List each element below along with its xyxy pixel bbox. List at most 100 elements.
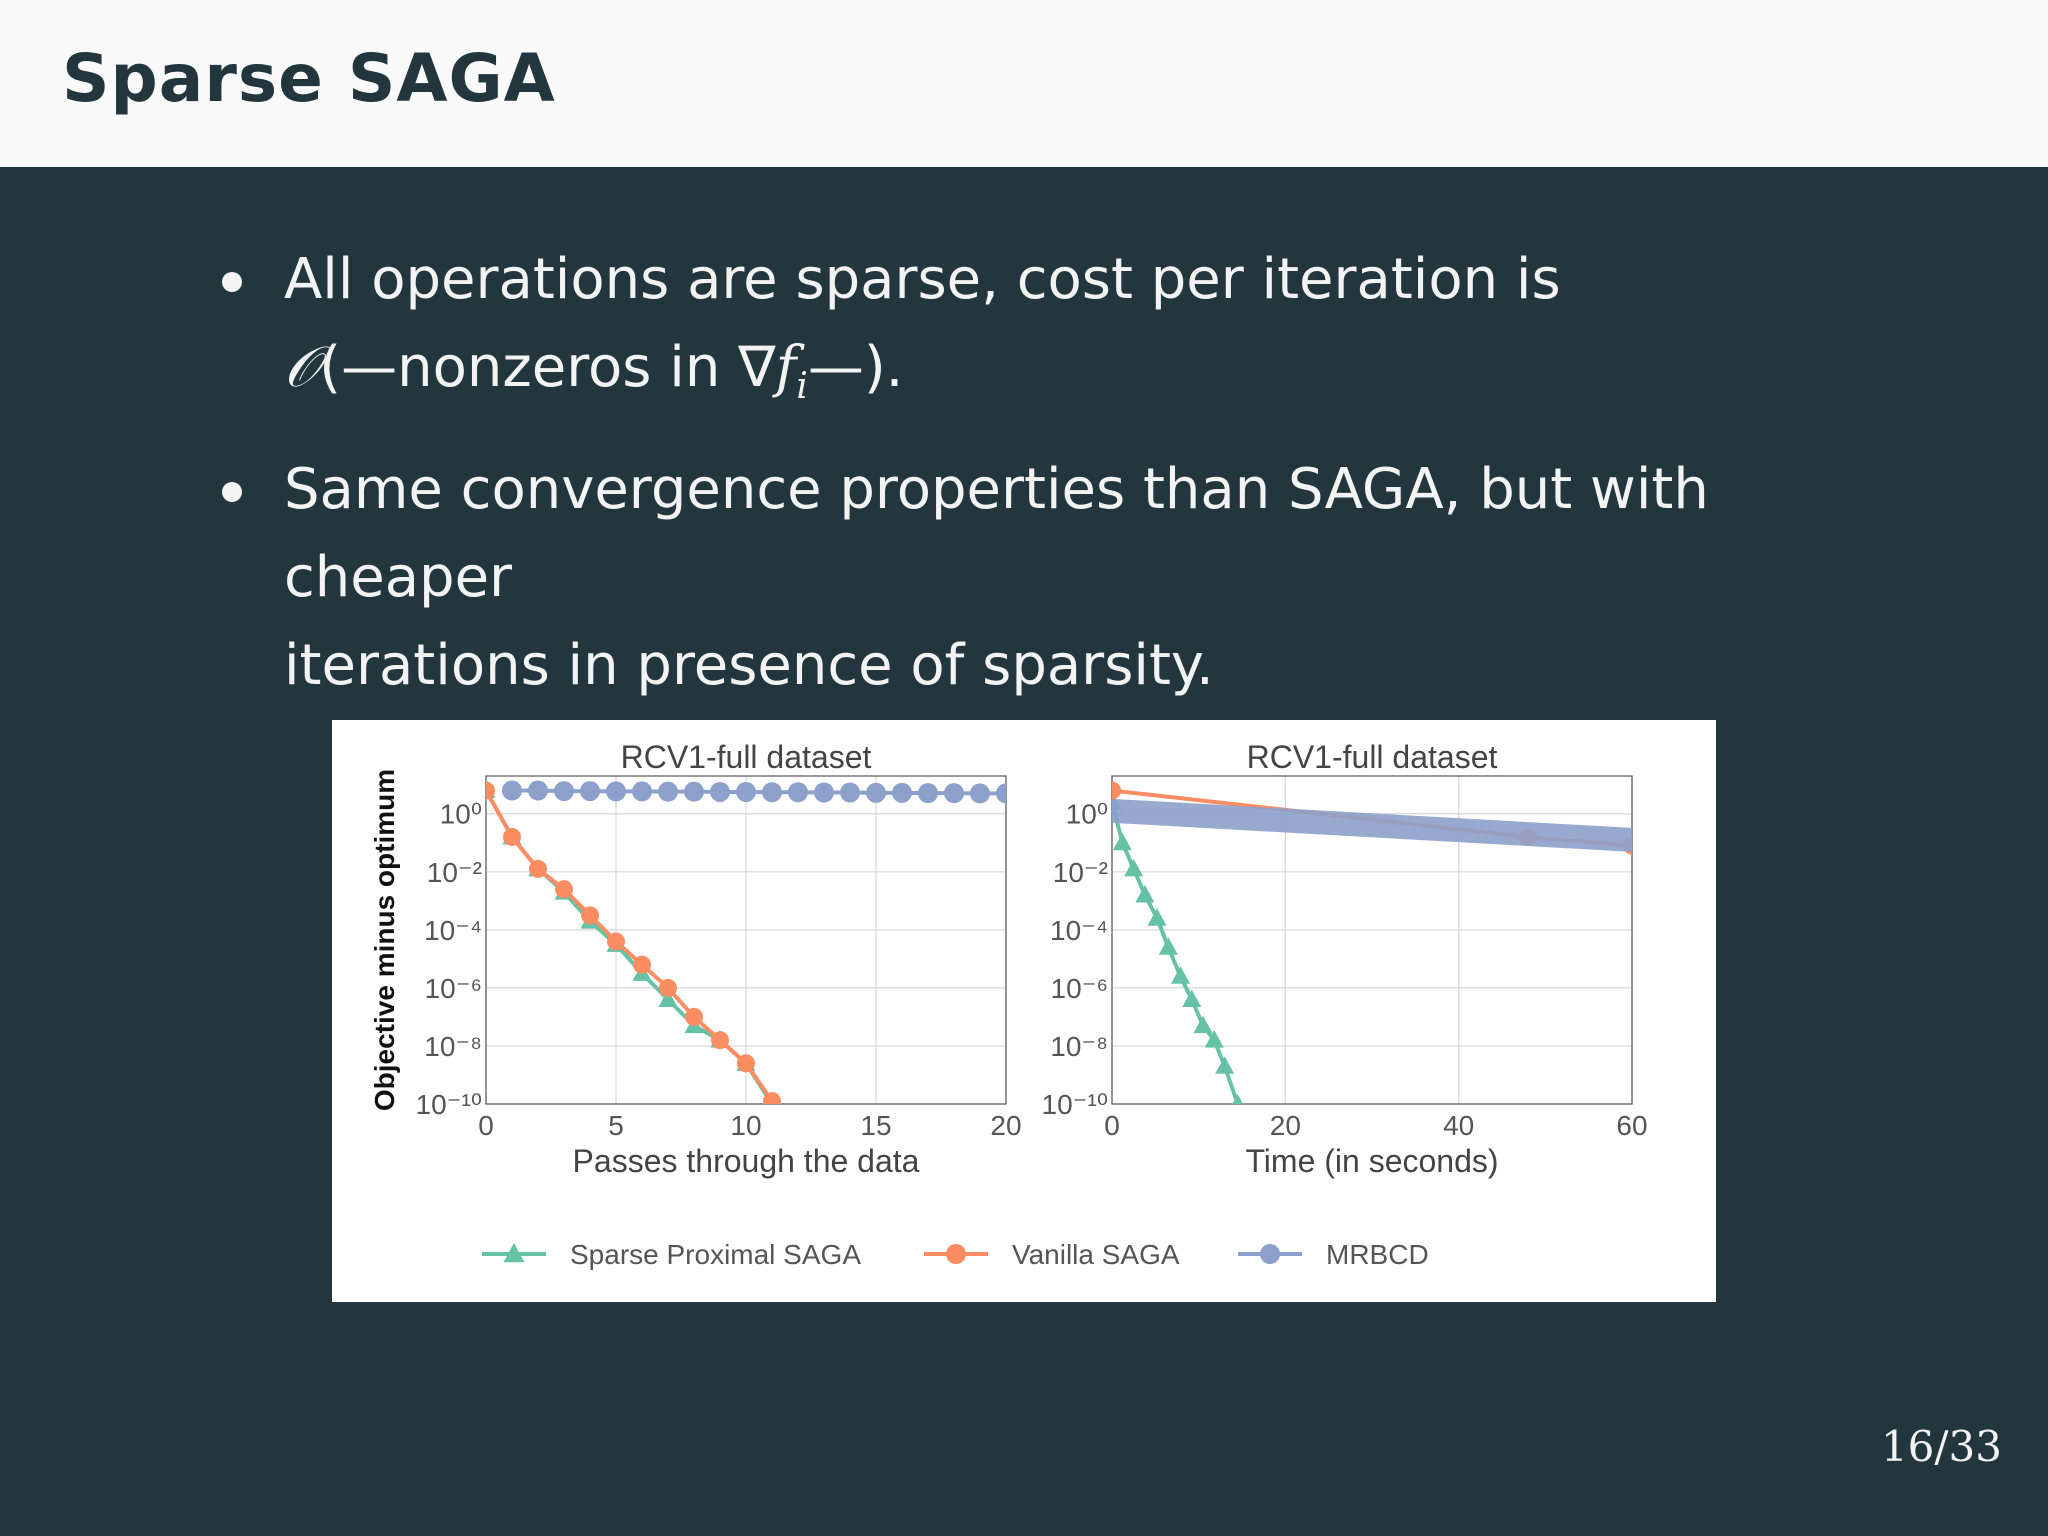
figure-panel: 0 5 10 15 20 10⁰ 10⁻² 10⁻⁴ 10⁻⁶ 10⁻⁸ 10⁻¹⁰ RCV1-ful… <box>332 720 1716 1302</box>
series-vanilla-saga-point <box>685 1007 703 1026</box>
legend: Sparse Proximal SAGA Vanilla SAGA MRBCD <box>482 1239 1429 1270</box>
convergence-figure: 0 5 10 15 20 10⁰ 10⁻² 10⁻⁴ 10⁻⁶ 10⁻⁸ 10⁻¹⁰ RCV1-ful… <box>369 739 1648 1270</box>
series-sparse-proximal-saga-point <box>1124 858 1144 877</box>
series-mrbcd-band <box>1112 798 1632 852</box>
y-tick-label: 10⁻⁶ <box>1051 973 1108 1004</box>
slide-header: Sparse SAGA <box>0 0 2048 167</box>
series-sparse-proximal-saga-line <box>486 789 774 1104</box>
x-axis-label: Passes through the data <box>573 1143 920 1179</box>
chart-2: 0 20 40 60 10⁰ 10⁻² 10⁻⁴ 10⁻⁶ 10⁻⁸ 10⁻¹⁰ RCV1-full… <box>1042 739 1648 1179</box>
y-axis-label: Objective minus optimum <box>369 769 400 1111</box>
plot-area <box>486 780 1006 1128</box>
series-mrbcd-point <box>710 781 730 802</box>
y-tick-label: 10⁻⁸ <box>424 1031 482 1062</box>
series-vanilla-saga-point <box>529 859 547 878</box>
series-mrbcd-point <box>580 781 600 802</box>
y-tick-label: 10⁻¹⁰ <box>416 1089 482 1120</box>
bullet-2-line-1: Same convergence properties than SAGA, b… <box>284 457 1709 611</box>
series-sparse-proximal-saga-point <box>658 989 678 1008</box>
series-mrbcd-point <box>658 781 678 802</box>
x-tick-label: 10 <box>730 1110 761 1141</box>
x-tick-label: 0 <box>478 1110 494 1141</box>
series-mrbcd-point <box>996 783 1006 804</box>
x-tick-label: 60 <box>1616 1110 1647 1141</box>
y-tick-label: 10⁻⁶ <box>425 973 482 1004</box>
plot-area <box>1112 781 1632 1104</box>
plot-frame <box>1111 775 1633 1105</box>
series-vanilla-saga-point <box>555 880 573 899</box>
chart-title: RCV1-full dataset <box>1247 739 1498 775</box>
bullet-item-1: All operations are sparse, cost per iter… <box>222 236 1922 431</box>
series-sparse-proximal-saga-point <box>1232 1094 1244 1104</box>
series-sparse-proximal-saga-point <box>1158 937 1178 955</box>
big-o-symbol: 𝒪 <box>284 335 320 400</box>
bullet-dot <box>222 272 242 292</box>
y-tick-label: 10⁻² <box>427 857 482 888</box>
series-vanilla-saga-point <box>503 827 521 846</box>
series-mrbcd-point <box>814 782 834 803</box>
series-vanilla-saga-point <box>711 1031 729 1050</box>
series-vanilla-saga-point <box>607 932 625 951</box>
math-subscript-i: i <box>796 366 808 408</box>
bullet-dot <box>222 482 242 503</box>
legend-label: Vanilla SAGA <box>1012 1239 1180 1270</box>
math-text: (—nonzeros in ∇ <box>319 335 776 400</box>
legend-item: MRBCD <box>1238 1239 1429 1270</box>
plot-frame <box>485 775 1007 1105</box>
series-mrbcd-point <box>840 782 860 803</box>
series-sparse-proximal-saga-point <box>1170 966 1190 984</box>
series-mrbcd-point <box>502 780 522 801</box>
y-tick-label: 10⁻⁸ <box>1050 1031 1108 1062</box>
series-mrbcd-point <box>606 781 626 802</box>
chart-title: RCV1-full dataset <box>621 739 872 775</box>
series-sparse-proximal-saga-point <box>1147 908 1167 926</box>
series-mrbcd-point <box>684 781 704 802</box>
chart-1: 0 5 10 15 20 10⁰ 10⁻² 10⁻⁴ 10⁻⁶ 10⁻⁸ 10⁻¹⁰ RCV1-ful… <box>369 739 1022 1179</box>
x-tick-label: 15 <box>860 1110 891 1141</box>
series-mrbcd-point <box>554 781 574 802</box>
series-vanilla-saga-point <box>659 978 677 997</box>
series-mrbcd-point <box>944 783 964 804</box>
y-tick-label: 10⁻² <box>1053 857 1108 888</box>
series-mrbcd-point <box>892 782 912 803</box>
legend-item: Sparse Proximal SAGA <box>482 1239 861 1270</box>
y-tick-label: 10⁻¹⁰ <box>1042 1089 1108 1120</box>
math-f: f <box>775 335 797 400</box>
math-suffix: —). <box>807 335 904 400</box>
legend-label: Sparse Proximal SAGA <box>570 1239 861 1270</box>
page-number: 16/33 <box>1880 1422 2002 1471</box>
series-sparse-proximal-saga-point <box>1193 1015 1213 1034</box>
legend-marker <box>946 1244 966 1264</box>
x-tick-label: 40 <box>1443 1110 1474 1141</box>
bullet-item-2: Same convergence properties than SAGA, b… <box>222 446 1922 710</box>
series-vanilla-saga-point <box>486 781 495 800</box>
series-mrbcd-point <box>632 781 652 802</box>
y-tick-label: 10⁰ <box>440 799 482 830</box>
legend-item: Vanilla SAGA <box>924 1239 1180 1270</box>
series-vanilla-saga-point <box>763 1092 781 1104</box>
series-sparse-proximal-saga-point <box>1204 1030 1224 1048</box>
y-tick-label: 10⁻⁴ <box>1050 915 1108 946</box>
series-mrbcd-point <box>528 780 548 801</box>
bullet-2-line-2: iterations in presence of sparsity. <box>284 633 1214 699</box>
legend-marker <box>503 1243 525 1263</box>
series-sparse-proximal-saga-point <box>1182 989 1202 1008</box>
series-vanilla-saga-point <box>581 906 599 925</box>
slide-title: Sparse SAGA <box>62 40 556 117</box>
series-vanilla-saga-point <box>737 1054 755 1073</box>
series-vanilla-saga-point <box>789 1110 807 1128</box>
y-tick-label: 10⁰ <box>1066 799 1108 830</box>
series-sparse-proximal-saga-point <box>1215 1056 1235 1074</box>
bullet-list: All operations are sparse, cost per iter… <box>222 236 1922 725</box>
x-tick-label: 5 <box>608 1110 624 1141</box>
series-mrbcd-point <box>918 783 938 804</box>
series-mrbcd-point <box>762 782 782 803</box>
series-sparse-proximal-saga-point <box>1135 885 1155 903</box>
series-sparse-proximal-saga-point <box>1112 832 1132 851</box>
series-mrbcd-point <box>788 782 808 803</box>
x-tick-label: 20 <box>1270 1110 1301 1141</box>
series-mrbcd-point <box>970 783 990 804</box>
bullet-1-line-1: All operations are sparse, cost per iter… <box>284 247 1561 312</box>
x-tick-label: 20 <box>990 1110 1021 1141</box>
bullet-1-line-2: 𝒪(—nonzeros in ∇fi—). <box>284 324 1922 431</box>
